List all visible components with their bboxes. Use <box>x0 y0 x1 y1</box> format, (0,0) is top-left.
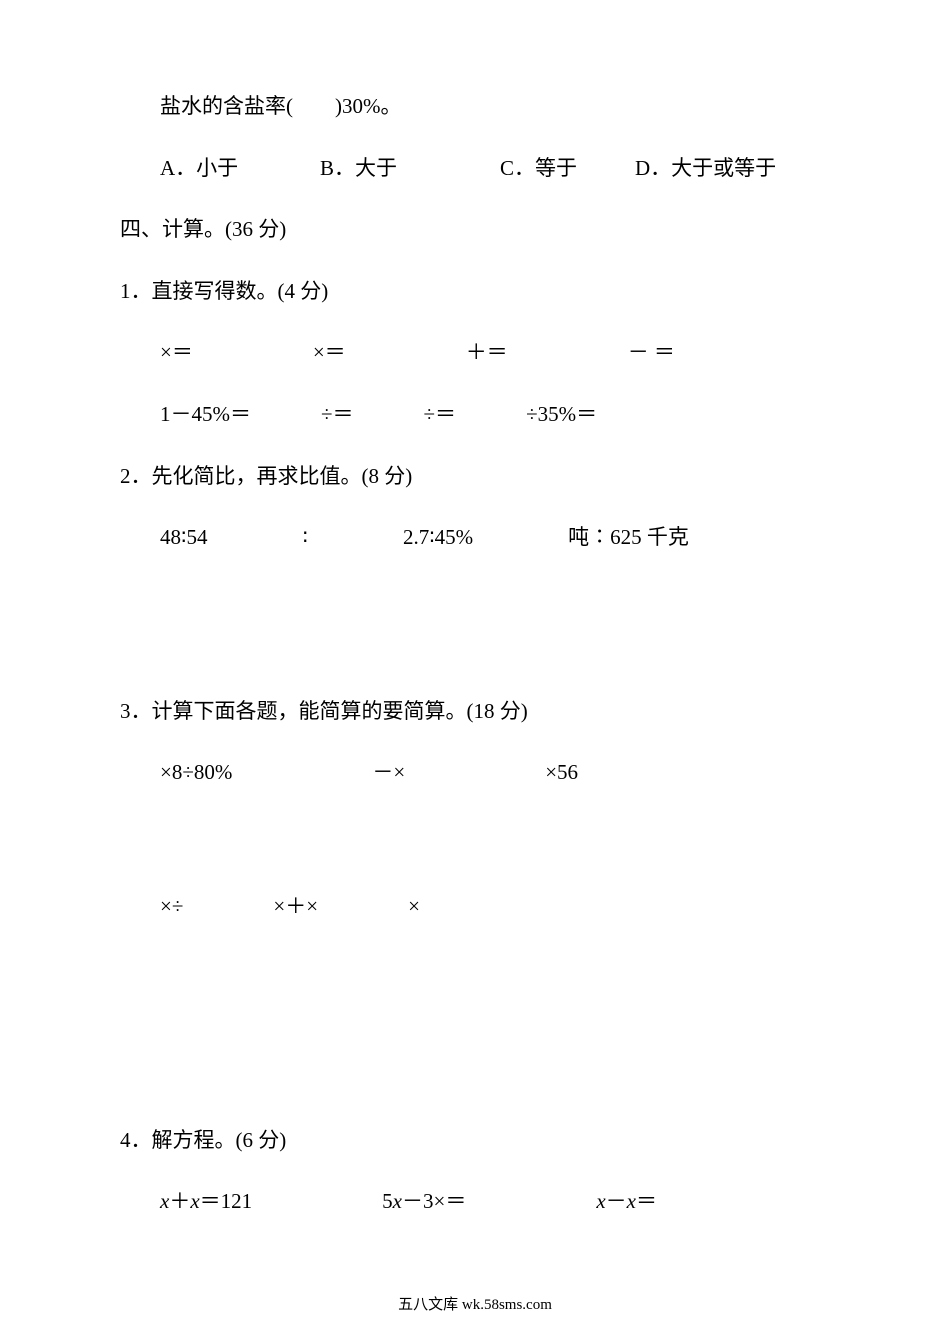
calc-item: ÷35%＝ <box>526 398 597 432</box>
calc-item: ×＝ <box>313 336 346 370</box>
s4-1-row2: 1－45%＝ ÷＝ ÷＝ ÷35%＝ <box>120 398 850 432</box>
calc-item: ×56 <box>545 756 578 790</box>
calc-item: －× <box>372 756 405 790</box>
s4-3-row2: ×÷ ×＋× × <box>120 890 850 924</box>
s4-2-title: 2．先化简比，再求比值。(8 分) <box>120 460 850 494</box>
ratio-item: ∶ <box>302 521 307 555</box>
s4-3-row1: ×8÷80% －× ×56 <box>120 756 850 790</box>
s4-2-items: 48∶54 ∶ 2.7∶45% 吨∶625 千克 <box>120 521 850 555</box>
s4-3-title: 3．计算下面各题，能简算的要简算。(18 分) <box>120 695 850 729</box>
ratio-item: 2.7∶45% <box>403 521 473 555</box>
options-row: A．小于 B．大于 C．等于 D．大于或等于 <box>120 152 850 186</box>
question-intro: 盐水的含盐率( )30%。 <box>120 90 850 124</box>
option-a: A．小于 <box>160 152 320 186</box>
option-d: D．大于或等于 <box>635 152 776 186</box>
ratio-item: 48∶54 <box>160 521 207 555</box>
section-4-title: 四、计算。(36 分) <box>120 213 850 247</box>
calc-item: ×＝ <box>160 336 193 370</box>
s4-1-row1: ×＝ ×＝ ＋＝ － ＝ <box>120 336 850 370</box>
ratio-item: 吨∶625 千克 <box>568 521 689 555</box>
calc-item: × <box>408 890 420 924</box>
page-footer: 五八文库 wk.58sms.com <box>0 1293 950 1314</box>
equation-item: x＋x＝121 <box>160 1185 252 1219</box>
calc-item: － ＝ <box>628 336 675 370</box>
calc-item: ＋＝ <box>466 336 508 370</box>
equation-item: 5x－3×＝ <box>382 1185 466 1219</box>
calc-item: ÷＝ <box>424 398 457 432</box>
s4-4-items: x＋x＝121 5x－3×＝ x－x＝ <box>120 1185 850 1219</box>
calc-item: ÷＝ <box>321 398 354 432</box>
calc-item: 1－45%＝ <box>160 398 251 432</box>
calc-item: ×＋× <box>273 890 318 924</box>
s4-1-title: 1．直接写得数。(4 分) <box>120 275 850 309</box>
calc-item: ×÷ <box>160 890 183 924</box>
option-c: C．等于 <box>500 152 635 186</box>
s4-4-title: 4．解方程。(6 分) <box>120 1124 850 1158</box>
option-b: B．大于 <box>320 152 500 186</box>
equation-item: x－x＝ <box>596 1185 657 1219</box>
calc-item: ×8÷80% <box>160 756 232 790</box>
